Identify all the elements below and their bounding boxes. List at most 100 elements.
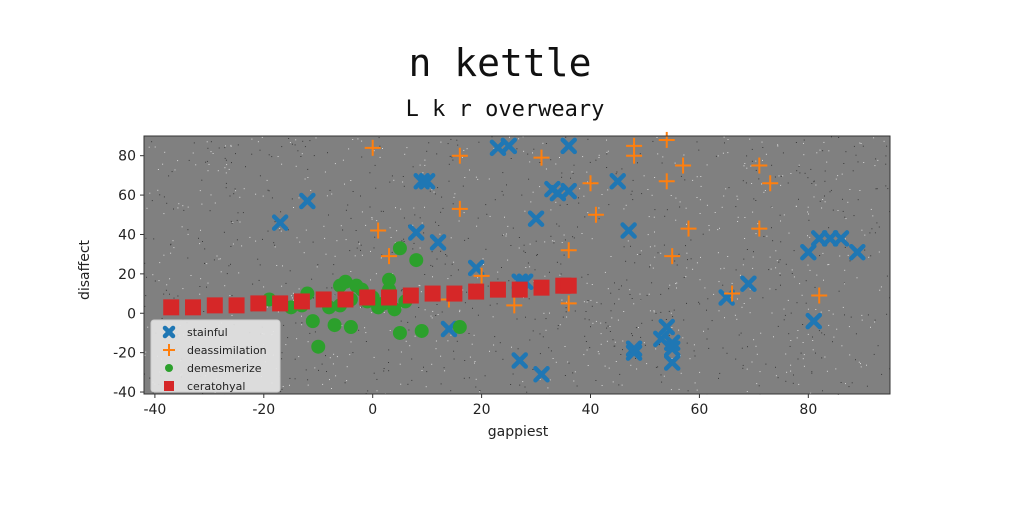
data-point bbox=[381, 248, 398, 265]
data-point bbox=[315, 291, 332, 308]
data-point bbox=[582, 175, 599, 192]
data-point bbox=[343, 320, 358, 335]
data-point bbox=[533, 149, 550, 166]
data-point bbox=[387, 302, 402, 317]
data-point bbox=[409, 253, 424, 268]
x-tick-label: 0 bbox=[368, 402, 377, 418]
data-point bbox=[185, 299, 202, 316]
data-point bbox=[740, 275, 757, 292]
y-axis-label: disaffect bbox=[77, 239, 93, 300]
x-tick-label: 20 bbox=[473, 402, 491, 418]
x-tick-label: -40 bbox=[143, 402, 166, 418]
legend-label: deassimilation bbox=[187, 344, 267, 357]
axes: -40 -20 0 20 40 60 80 -40 -20 0 20 40 60 80 bbox=[113, 149, 817, 418]
data-point bbox=[337, 291, 354, 308]
legend-label: ceratohyal bbox=[187, 380, 245, 393]
data-point bbox=[228, 297, 245, 314]
data-point bbox=[609, 173, 626, 190]
y-tick-label: 20 bbox=[118, 267, 136, 283]
data-point bbox=[370, 222, 387, 239]
data-point bbox=[625, 340, 643, 357]
data-point bbox=[418, 173, 436, 190]
data-point bbox=[506, 297, 523, 314]
data-point bbox=[664, 248, 681, 265]
data-point bbox=[163, 299, 180, 316]
data-point bbox=[658, 131, 675, 148]
series-deassimilation bbox=[364, 131, 828, 314]
data-point bbox=[560, 182, 577, 200]
data-point bbox=[467, 259, 485, 277]
data-point bbox=[811, 287, 828, 304]
legend-marker bbox=[162, 325, 176, 339]
data-point bbox=[500, 137, 518, 155]
y-tick-label: 60 bbox=[118, 188, 136, 204]
data-point bbox=[533, 279, 550, 296]
data-point bbox=[451, 200, 468, 217]
data-point bbox=[751, 220, 768, 237]
data-point bbox=[429, 234, 447, 251]
legend-label: stainful bbox=[187, 326, 228, 339]
data-point bbox=[560, 242, 577, 259]
data-point bbox=[359, 289, 376, 306]
y-tick-label: 80 bbox=[118, 149, 136, 165]
x-tick-label: 80 bbox=[799, 402, 817, 418]
data-point bbox=[527, 210, 545, 227]
data-point bbox=[364, 139, 381, 156]
legend-marker bbox=[163, 344, 175, 356]
data-point bbox=[473, 267, 490, 284]
y-tick-label: 40 bbox=[118, 227, 136, 243]
x-tick-label: 40 bbox=[582, 402, 600, 418]
legend: stainful deassimilation demesmerize ceratoh… bbox=[150, 319, 281, 393]
data-point bbox=[452, 320, 467, 335]
x-tick-label: 60 bbox=[691, 402, 709, 418]
data-point bbox=[680, 220, 697, 237]
data-point bbox=[620, 222, 637, 239]
data-point bbox=[305, 314, 320, 329]
data-point bbox=[408, 224, 425, 241]
data-point bbox=[468, 283, 485, 300]
data-point bbox=[658, 173, 675, 190]
data-point bbox=[299, 192, 316, 210]
data-point bbox=[392, 325, 407, 340]
y-tick-label: -20 bbox=[113, 346, 136, 362]
data-point bbox=[805, 312, 823, 330]
data-point bbox=[382, 272, 397, 287]
data-point bbox=[663, 340, 681, 357]
data-point bbox=[762, 175, 779, 192]
data-point bbox=[381, 289, 398, 306]
legend-marker bbox=[165, 364, 173, 372]
data-point bbox=[338, 274, 353, 289]
data-point bbox=[511, 352, 528, 369]
data-point bbox=[206, 297, 223, 314]
data-point bbox=[451, 147, 468, 164]
legend-box bbox=[150, 319, 281, 393]
data-point bbox=[250, 295, 267, 312]
chart-subtitle: L k r overweary bbox=[406, 97, 605, 122]
data-point bbox=[402, 287, 419, 304]
data-marks bbox=[163, 131, 866, 383]
data-point bbox=[625, 344, 643, 361]
data-point bbox=[849, 243, 866, 261]
data-point bbox=[533, 366, 550, 383]
data-point bbox=[424, 285, 441, 302]
series-stainful bbox=[271, 137, 866, 383]
chart-title: n kettle bbox=[408, 41, 591, 85]
y-tick-label: -40 bbox=[113, 385, 136, 401]
data-point bbox=[511, 281, 528, 298]
data-point bbox=[800, 243, 817, 261]
data-point bbox=[311, 339, 326, 354]
x-tick-label: -20 bbox=[252, 402, 275, 418]
data-point bbox=[663, 354, 681, 371]
data-point bbox=[272, 295, 289, 312]
data-point bbox=[587, 206, 604, 223]
legend-marker bbox=[164, 381, 174, 391]
data-point bbox=[832, 230, 850, 247]
data-point bbox=[560, 137, 577, 155]
data-point bbox=[440, 320, 458, 338]
data-point bbox=[560, 277, 577, 294]
data-point bbox=[293, 293, 310, 310]
data-point bbox=[489, 281, 506, 298]
y-tick-label: 0 bbox=[127, 306, 136, 322]
x-axis-label: gappiest bbox=[488, 424, 549, 440]
legend-label: demesmerize bbox=[187, 362, 262, 375]
